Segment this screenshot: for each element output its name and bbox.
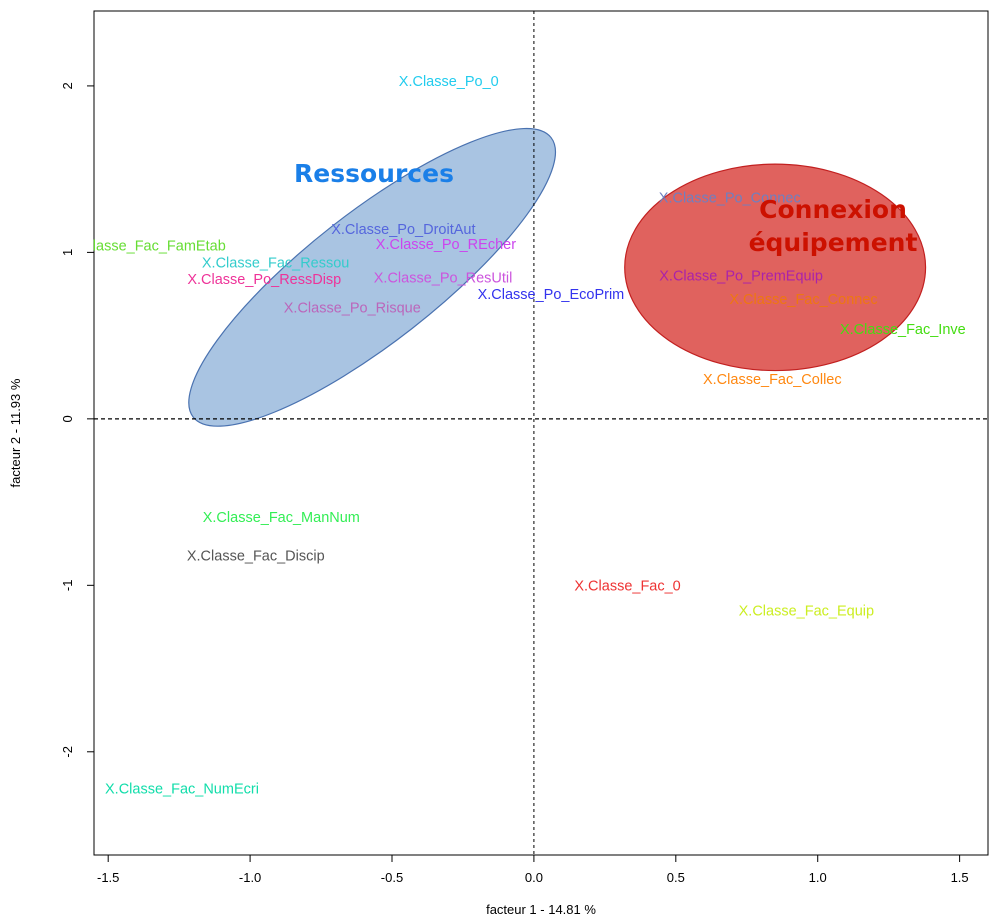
point-label: X.Classe_Po_0 bbox=[399, 74, 499, 90]
y-tick-label: 1 bbox=[60, 249, 75, 256]
point-label: lasse_Fac_FamEtab bbox=[93, 239, 226, 255]
point-labels: X.Classe_Po_0 X.Classe_Po_Connec lasse_Fac… bbox=[93, 74, 966, 797]
y-tick-label: -2 bbox=[60, 746, 75, 758]
point-label: X.Classe_Po_REcher bbox=[376, 237, 516, 253]
y-axis-label: facteur 2 - 11.93 % bbox=[8, 378, 23, 487]
group-ellipses bbox=[188, 127, 927, 427]
point-label: X.Classe_Po_PremEquip bbox=[659, 269, 823, 285]
point-label: X.Classe_Po_Connec bbox=[659, 190, 801, 206]
y-tick-label: -1 bbox=[60, 580, 75, 592]
y-tick-label: 0 bbox=[60, 415, 75, 422]
group-label-line: Connexion bbox=[759, 195, 907, 224]
point-label: X.Classe_Po_Risque bbox=[284, 300, 421, 316]
y-axis: -2 -1 0 1 2 bbox=[60, 82, 95, 758]
point-label: X.Classe_Po_ResUtil bbox=[374, 270, 513, 286]
x-tick-label: 0.0 bbox=[525, 870, 543, 885]
x-tick-label: -1.5 bbox=[97, 870, 119, 885]
group-label: Connexion équipement bbox=[749, 195, 918, 257]
group-labels: Ressources Connexion équipement bbox=[294, 159, 917, 257]
point-label: X.Classe_Fac_Equip bbox=[739, 603, 874, 619]
point-label: X.Classe_Fac_Ressou bbox=[202, 255, 350, 271]
point-label: X.Classe_Fac_NumEcri bbox=[105, 781, 259, 797]
group-label-line: Ressources bbox=[294, 159, 454, 188]
reference-lines bbox=[94, 11, 988, 855]
point-label: X.Classe_Po_RessDisp bbox=[187, 272, 341, 288]
point-label: X.Classe_Po_EcoPrim bbox=[478, 287, 625, 303]
group-ellipse-1 bbox=[624, 163, 927, 372]
x-tick-label: 0.5 bbox=[667, 870, 685, 885]
x-tick-label: -0.5 bbox=[381, 870, 403, 885]
point-label: X.Classe_Fac_0 bbox=[574, 578, 680, 594]
group-ellipse-0 bbox=[188, 127, 557, 427]
x-axis-label: facteur 1 - 14.81 % bbox=[486, 902, 596, 917]
x-tick-label: -1.0 bbox=[239, 870, 261, 885]
point-label: X.Classe_Po_DroitAut bbox=[331, 222, 475, 238]
x-tick-label: 1.0 bbox=[809, 870, 827, 885]
point-label: X.Classe_Fac_Collec bbox=[703, 372, 842, 388]
point-label: X.Classe_Fac_Discip bbox=[187, 548, 325, 564]
point-label: X.Classe_Fac_Connec bbox=[729, 292, 877, 308]
x-axis: -1.5 -1.0 -0.5 0.0 0.5 1.0 1.5 bbox=[97, 854, 969, 885]
group-label-line: équipement bbox=[749, 228, 918, 257]
point-label: X.Classe_Fac_ManNum bbox=[203, 510, 360, 526]
y-tick-label: 2 bbox=[60, 82, 75, 89]
x-tick-label: 1.5 bbox=[951, 870, 969, 885]
group-label: Ressources bbox=[294, 159, 454, 188]
point-label: X.Classe_Fac_Inve bbox=[840, 322, 966, 338]
